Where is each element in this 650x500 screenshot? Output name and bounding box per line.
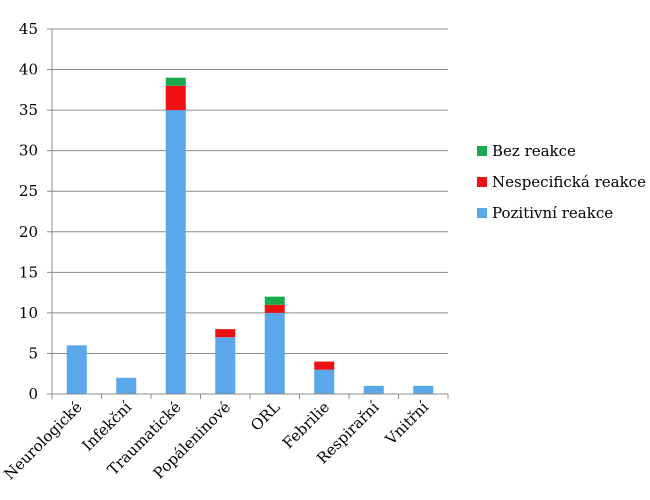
y-tick-label: 5: [28, 344, 38, 362]
legend-swatch: [477, 146, 487, 156]
bar-pozitivní-reakce-6: [363, 385, 384, 394]
y-tick-label: 10: [19, 304, 38, 322]
bar-pozitivní-reakce-2: [165, 110, 186, 394]
gridlines: [52, 28, 448, 354]
legend-label: Bez reakce: [492, 142, 576, 160]
bar-nespecifická-reakce-2: [165, 85, 186, 111]
x-tick-label: ORL: [247, 398, 283, 434]
bar-bez-reakce-4: [264, 296, 285, 305]
x-tick-label: Vnitřní: [381, 398, 432, 449]
legend-label: Nespecifická reakce: [492, 173, 646, 191]
bar-nespecifická-reakce-4: [264, 304, 285, 313]
bar-pozitivní-reakce-3: [215, 337, 236, 394]
y-tick-label: 40: [19, 61, 38, 79]
bar-bez-reakce-2: [165, 77, 186, 86]
x-tick-labels: NeurologickéInfekčníTraumatickéPopálenin…: [0, 398, 432, 483]
axes: [47, 28, 449, 399]
y-tick-label: 0: [28, 385, 38, 403]
bar-pozitivní-reakce-5: [314, 369, 335, 394]
bar-pozitivní-reakce-0: [66, 345, 87, 394]
legend: Bez reakce Nespecifická reakce Pozitivní r…: [477, 142, 646, 222]
y-tick-label: 25: [19, 182, 38, 200]
x-tick-label: Neurologické: [0, 398, 85, 483]
legend-swatch: [477, 208, 487, 218]
y-tick-label: 15: [19, 263, 38, 281]
bars: [66, 77, 434, 394]
y-tick-labels: 0 5 10 15 20 25 30 35 40 45: [19, 20, 38, 403]
y-tick-label: 45: [19, 20, 38, 38]
bar-nespecifická-reakce-5: [314, 361, 335, 370]
y-tick-label: 30: [19, 142, 38, 160]
bar-pozitivní-reakce-4: [264, 312, 285, 394]
legend-label: Pozitivní reakce: [492, 204, 613, 222]
bar-pozitivní-reakce-7: [413, 385, 434, 394]
bar-nespecifická-reakce-3: [215, 329, 236, 338]
y-tick-label: 35: [19, 101, 38, 119]
bar-pozitivní-reakce-1: [116, 377, 137, 394]
legend-swatch: [477, 177, 487, 187]
y-tick-label: 20: [19, 223, 38, 241]
